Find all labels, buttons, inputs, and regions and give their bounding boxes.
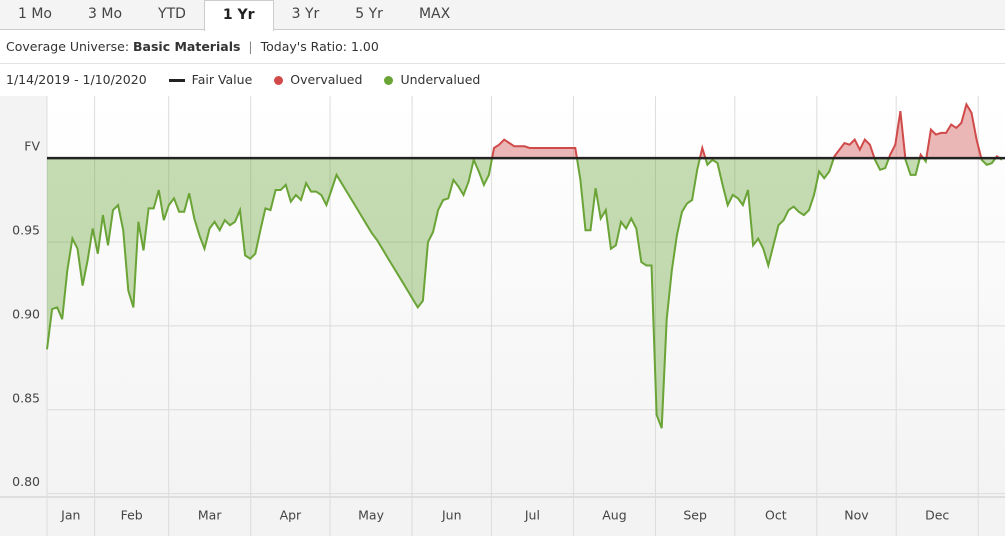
range-tab[interactable]: YTD [158, 6, 186, 22]
period: 1/14/2019 - 1/10/2020 [6, 72, 147, 87]
range-tab[interactable]: 1 Mo [18, 6, 53, 22]
range-tab[interactable]: 1 Yr [203, 0, 274, 31]
overvalued-line [473, 101, 1002, 159]
legend-line [168, 78, 185, 82]
x-tick-label: May [358, 508, 384, 523]
range-tabs: 1 Mo 3 Mo YTD 1 Yr 3 Yr 5 Yr MAX [0, 0, 1005, 31]
legend-label: Overvalued [290, 72, 363, 87]
legend-item: Overvalued [274, 64, 362, 96]
ratio: 1.00 [350, 39, 379, 54]
range-tab[interactable]: 3 Yr [291, 6, 320, 22]
plot-background [47, 96, 1005, 497]
legend-dot [384, 75, 394, 85]
x-tick-label: Feb [121, 508, 143, 523]
x-tick-label: Nov [844, 508, 869, 523]
x-tick-label: Mar [198, 508, 222, 523]
y-tick-label: 0.90 [12, 306, 40, 321]
separator: | [248, 39, 253, 54]
y-tick-label: 0.80 [12, 474, 40, 489]
x-tick-label: Aug [602, 508, 626, 523]
legend-label: Fair Value [191, 72, 253, 87]
chart: 0.80 0.85 0.90 0.95 FV Jan Feb Mar Apr May Jun Jul A… [0, 96, 1005, 536]
range-tab[interactable]: MAX [418, 6, 451, 22]
x-tick-label: Sep [683, 508, 707, 523]
range-tab[interactable]: 5 Yr [355, 6, 383, 22]
y-tick-label: FV [24, 139, 40, 154]
legend-label: Undervalued [400, 72, 481, 87]
range-tab[interactable]: 3 Mo [88, 6, 123, 22]
universe: Basic Materials [133, 39, 241, 54]
legend-item: Fair Value [168, 64, 253, 96]
x-tick-label: Apr [280, 508, 302, 523]
ratio-label: Today's Ratio: [260, 39, 347, 54]
universe-label: Coverage Universe: [6, 39, 130, 54]
x-tick-label: Jul [524, 508, 540, 523]
y-tick-label: 0.95 [12, 222, 40, 237]
legend: 1/14/2019 - 1/10/2020 Fair Value Overvalu… [0, 64, 1005, 96]
x-tick-label: Oct [765, 508, 787, 523]
legend-item: Undervalued [384, 64, 480, 96]
x-tick-label: Dec [925, 508, 949, 523]
x-tick-label: Jan [60, 508, 80, 523]
undervalued-line [46, 158, 1003, 429]
undervalued-area [47, 158, 1002, 429]
legend-dot [274, 75, 284, 85]
x-tick-label: Jun [441, 508, 462, 523]
info-bar: Coverage Universe: Basic Materials | Tod… [0, 30, 1005, 64]
y-tick-label: 0.85 [12, 390, 40, 405]
